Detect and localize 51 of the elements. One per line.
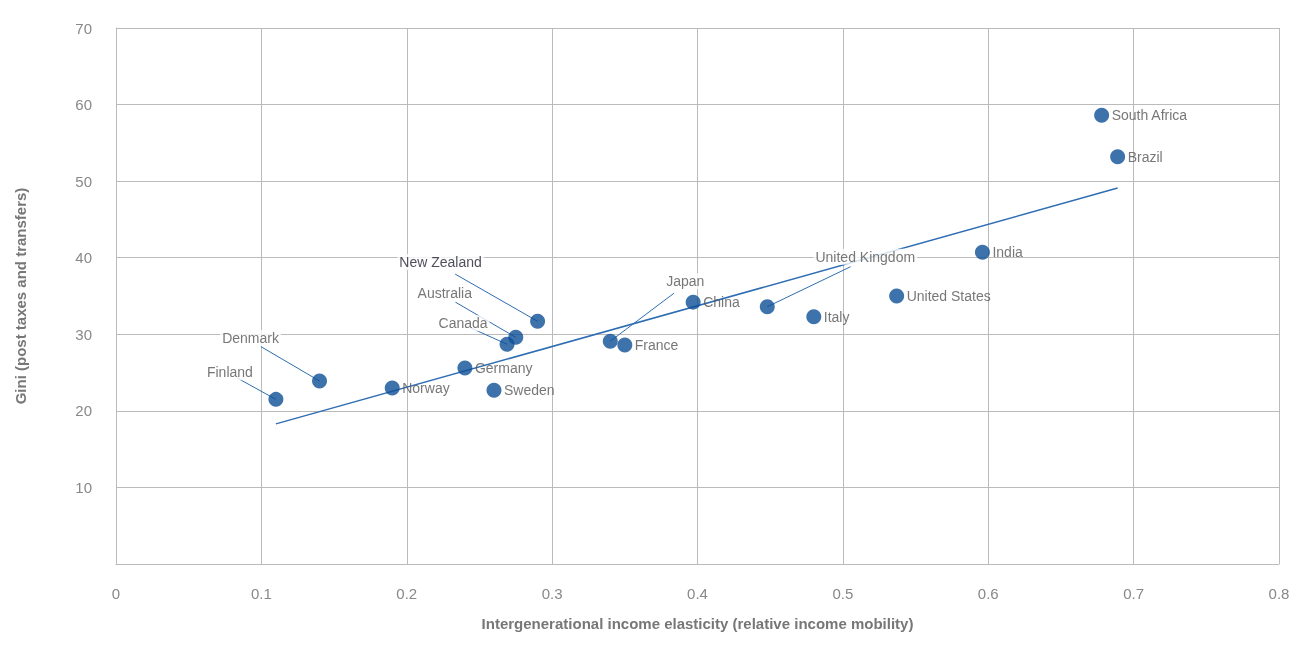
y-tick-label: 40 xyxy=(75,249,92,267)
point xyxy=(268,391,284,407)
annotation: Germany xyxy=(474,359,533,376)
point xyxy=(974,244,990,260)
x-tick-label: 0.2 xyxy=(396,585,418,602)
y-tick-label: 50 xyxy=(75,172,92,190)
x-tick-label: 0.4 xyxy=(687,585,708,602)
annotation: Norway xyxy=(402,379,450,396)
annotation: India xyxy=(992,244,1024,261)
point xyxy=(457,360,473,376)
point xyxy=(602,333,618,349)
annotation: Australia xyxy=(417,285,473,302)
x-tick-label: 0.3 xyxy=(541,585,563,602)
y-tick-label: 20 xyxy=(75,402,92,420)
x-tick-label: 0.7 xyxy=(1123,585,1145,602)
y-tick-label: 10 xyxy=(75,478,92,496)
annotation: Italy xyxy=(823,308,850,325)
point xyxy=(1094,107,1110,123)
annotation: South Africa xyxy=(1111,107,1188,124)
point xyxy=(617,337,633,353)
y-tick-label: 60 xyxy=(75,96,92,114)
annotation: United Kingdom xyxy=(815,248,916,265)
x-tick-label: 0.6 xyxy=(977,585,999,602)
point xyxy=(530,313,546,329)
point xyxy=(889,288,905,304)
annotation: Canada xyxy=(438,315,488,332)
annotation: China xyxy=(703,294,740,311)
annotation: France xyxy=(634,337,679,354)
point xyxy=(508,329,524,345)
point xyxy=(384,380,400,396)
y-tick-label: 70 xyxy=(75,19,92,37)
x-axis-title: Intergenerational income elasticity (relative income mobility) xyxy=(481,615,914,632)
x-tick-label: 0 xyxy=(111,585,121,602)
x-tick-label: 0.5 xyxy=(832,585,854,602)
x-tick-label: 0.8 xyxy=(1268,585,1290,602)
point xyxy=(1110,149,1126,165)
annotation: Denmark xyxy=(222,329,280,346)
point xyxy=(759,299,775,315)
y-tick-label: 30 xyxy=(75,325,92,343)
annotation: New Zealand xyxy=(399,254,482,271)
annotation: Brazil xyxy=(1127,148,1163,165)
annotation: Finland xyxy=(206,364,253,381)
annotation: United States xyxy=(906,288,991,304)
annotation: Japan xyxy=(666,273,705,290)
point xyxy=(806,309,822,325)
point xyxy=(685,294,701,310)
x-tick-label: 0.1 xyxy=(250,585,272,602)
point xyxy=(312,373,328,389)
y-axis-title: Gini (post taxes and transfers) xyxy=(12,187,29,405)
annotation: Sweden xyxy=(503,382,555,399)
point xyxy=(486,382,502,398)
